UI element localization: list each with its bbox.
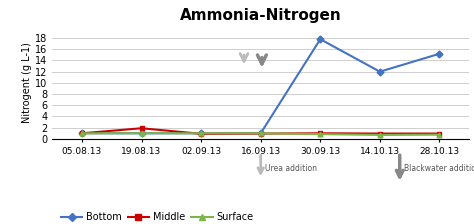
Surface — [139, 132, 145, 135]
Surface — [79, 132, 85, 135]
Surface — [198, 132, 204, 135]
Text: Urea addition: Urea addition — [265, 164, 318, 172]
Surface — [377, 134, 383, 136]
Middle — [318, 132, 323, 135]
Middle — [139, 127, 145, 129]
Bottom — [318, 38, 323, 41]
Surface — [318, 133, 323, 136]
Surface — [437, 133, 442, 136]
Line: Surface: Surface — [80, 131, 442, 137]
Y-axis label: Nitrogent (g L-1): Nitrogent (g L-1) — [22, 42, 32, 123]
Middle — [198, 132, 204, 135]
Title: Ammonia-Nitrogen: Ammonia-Nitrogen — [180, 8, 342, 23]
Line: Bottom: Bottom — [80, 37, 442, 136]
Middle — [258, 132, 264, 135]
Line: Middle: Middle — [80, 126, 442, 136]
Surface — [258, 132, 264, 135]
Bottom — [377, 70, 383, 73]
Bottom — [258, 132, 264, 135]
Text: Blackwater addition: Blackwater addition — [404, 164, 474, 172]
Middle — [377, 132, 383, 135]
Bottom — [198, 132, 204, 135]
Legend: Bottom, Middle, Surface: Bottom, Middle, Surface — [57, 208, 257, 224]
Bottom — [437, 52, 442, 55]
Bottom — [139, 132, 145, 135]
Bottom — [79, 132, 85, 135]
Middle — [437, 132, 442, 135]
Middle — [79, 132, 85, 135]
